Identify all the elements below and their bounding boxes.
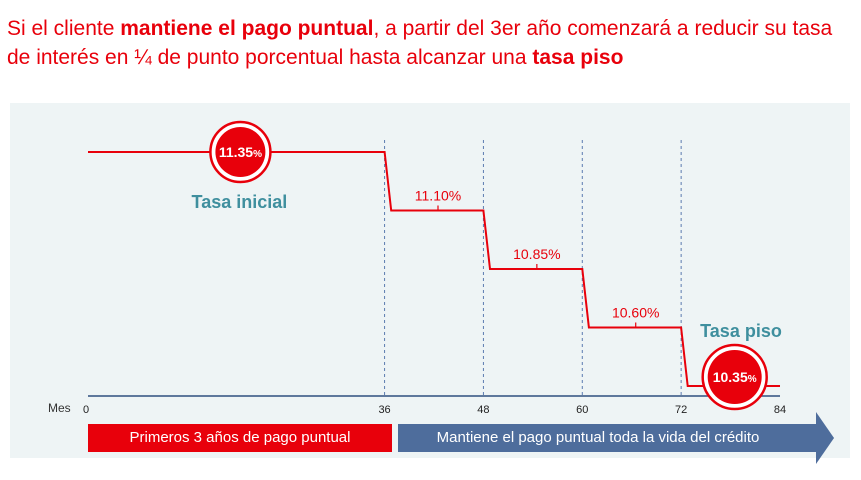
- period-arrow-tip: [816, 412, 834, 464]
- x-axis-label: Mes: [48, 401, 71, 415]
- headline: Si el cliente mantiene el pago puntual, …: [7, 17, 833, 69]
- x-tick-72: 72: [675, 404, 687, 416]
- step-label-0: 11.10%: [415, 188, 461, 204]
- initial-rate-label: Tasa inicial: [192, 192, 288, 212]
- initial-rate-badge-disc: [215, 127, 266, 177]
- period-bar-first-3-years: Primeros 3 años de pago puntual: [88, 424, 392, 452]
- period-bar-rest-of-credit: Mantiene el pago puntual toda la vida de…: [398, 424, 798, 452]
- rate-step-line: [88, 151, 780, 387]
- x-tick-36: 36: [378, 404, 390, 416]
- x-tick-84: 84: [774, 404, 786, 416]
- x-tick-48: 48: [477, 404, 489, 416]
- floor-rate-badge-disc: [707, 350, 762, 404]
- floor-rate-badge-value: 10.35%: [713, 369, 757, 385]
- step-label-2: 10.60%: [612, 305, 659, 321]
- x-tick-60: 60: [576, 404, 588, 416]
- initial-rate-badge-value: 11.35%: [219, 144, 262, 160]
- floor-rate-label: Tasa piso: [700, 321, 782, 341]
- x-tick-0: 0: [83, 404, 89, 416]
- step-label-1: 10.85%: [513, 246, 560, 262]
